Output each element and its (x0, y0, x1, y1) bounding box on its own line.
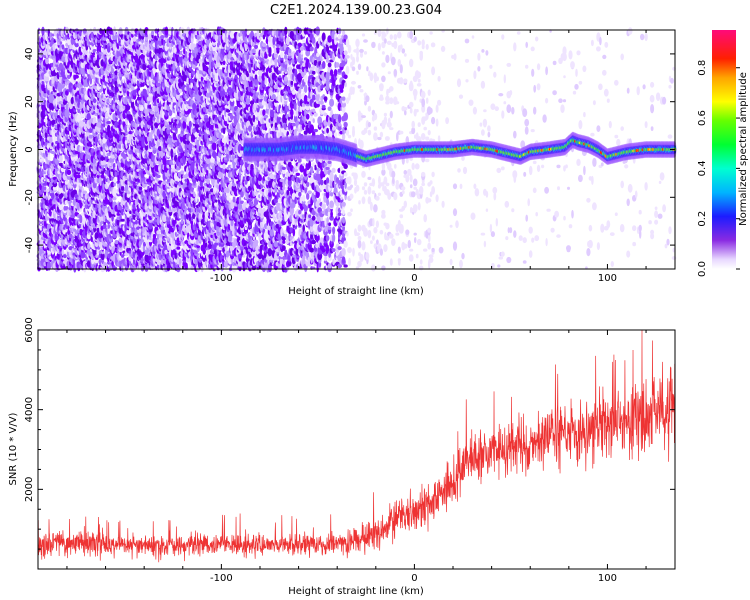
spectrogram-cell (52, 181, 58, 188)
spectrogram-cell (58, 202, 64, 211)
spectrogram-cell (135, 219, 138, 225)
spectrogram-cell (50, 37, 56, 45)
spectrogram-cell (74, 74, 79, 79)
spectrogram-cell (74, 42, 80, 48)
spectrogram-cell (180, 170, 185, 175)
spectrogram-cell (132, 36, 137, 42)
spectrogram-cell (41, 26, 45, 36)
spectrogram-cell (79, 182, 83, 187)
spectrogram-cell (120, 218, 125, 222)
spectrogram-cell (72, 189, 78, 196)
spectrogram-cell (79, 214, 83, 223)
spectrogram-cell (164, 26, 169, 36)
spectrogram-cell (82, 28, 87, 34)
spectrogram-cell (57, 170, 61, 175)
spectrogram-cell (61, 248, 65, 256)
spectrogram-cell (65, 103, 69, 110)
spectrogram-cell (138, 186, 143, 190)
spectrogram-cell (59, 41, 63, 45)
spectrogram-cell (156, 230, 161, 235)
spectrogram-cell (65, 214, 69, 218)
spectrogram-cell (80, 111, 86, 118)
spectrogram-cell (44, 76, 50, 82)
spectrogram-cell (150, 110, 155, 115)
spectrogram-cell (73, 159, 77, 166)
spectrogram-cell (176, 246, 181, 250)
spectrogram-cell (81, 59, 85, 63)
spectrogram-cell (107, 223, 111, 229)
spectrogram-cell (46, 261, 52, 271)
spectrogram-cell (113, 182, 116, 187)
spectrogram-cell (47, 153, 51, 160)
spectrogram-cell (68, 233, 73, 239)
spectrogram-cell (43, 186, 47, 191)
spectrogram-cell (113, 177, 117, 183)
spectrogram-cell (63, 205, 67, 211)
spectrogram-cell (59, 153, 63, 164)
spectrogram-cell (137, 178, 140, 183)
spectrogram-cell (76, 174, 81, 179)
spectrogram-cell (66, 169, 72, 175)
spectrogram-cell (53, 39, 57, 43)
spectrogram-cell (73, 111, 77, 115)
spectrogram-cell (150, 30, 155, 36)
spectrogram-cell (87, 242, 91, 250)
spectrogram-cell (113, 26, 116, 36)
spectrogram-cell (49, 84, 53, 94)
spectrogram-cell (79, 103, 83, 110)
spectrogram-cell (61, 44, 65, 50)
figure-title: C2E1.2024.139.00.23.G04 (270, 3, 442, 18)
spectrogram-cell (126, 111, 131, 115)
spectrogram-cell (52, 186, 58, 191)
spectrogram-cell (51, 192, 55, 201)
spectrogram-cell (71, 171, 75, 178)
spectrogram-cell (55, 81, 59, 85)
spectrogram-cell (114, 239, 119, 245)
spectrogram-cell (156, 174, 161, 179)
spectrogram-cell (162, 58, 167, 64)
spectrogram-cell (160, 35, 165, 39)
spectrogram-cell (43, 193, 47, 199)
spectrogram-cell (48, 198, 54, 206)
spectrogram-cell (41, 80, 45, 85)
spectrogram-cell (77, 150, 81, 159)
spectrogram-cell (70, 214, 76, 219)
spectrogram-cell (67, 229, 71, 235)
spectrogram-cell (53, 74, 57, 83)
spectrogram-cell (91, 43, 94, 47)
spectrogram-cell (39, 248, 43, 252)
spectrogram-cell (120, 185, 125, 191)
spectrogram-cell (148, 148, 153, 153)
spectrogram-cell (47, 166, 51, 174)
spectrogram-cell (110, 242, 115, 247)
spectrogram-cells (36, 26, 677, 273)
spectrogram-cell (49, 42, 53, 47)
spectrogram-cell (51, 33, 55, 37)
spectrogram-cell (46, 223, 51, 229)
spectrogram-cell (106, 120, 112, 125)
spectrogram-cell (181, 220, 184, 224)
spectrogram-cell (92, 98, 97, 104)
spectrogram-cell (68, 82, 74, 92)
spectrogram-cell (41, 184, 45, 193)
spectrogram-cell (67, 74, 71, 80)
spectrogram-cell (88, 134, 93, 139)
spectrogram-cell (79, 145, 83, 152)
spectrogram-cell (45, 57, 49, 65)
spectrogram-cell (55, 111, 59, 115)
spectrogram-cell (184, 262, 188, 270)
spectrogram-cell (49, 32, 53, 38)
spectrogram-cell (118, 27, 123, 35)
spectrogram-cell (176, 66, 180, 72)
